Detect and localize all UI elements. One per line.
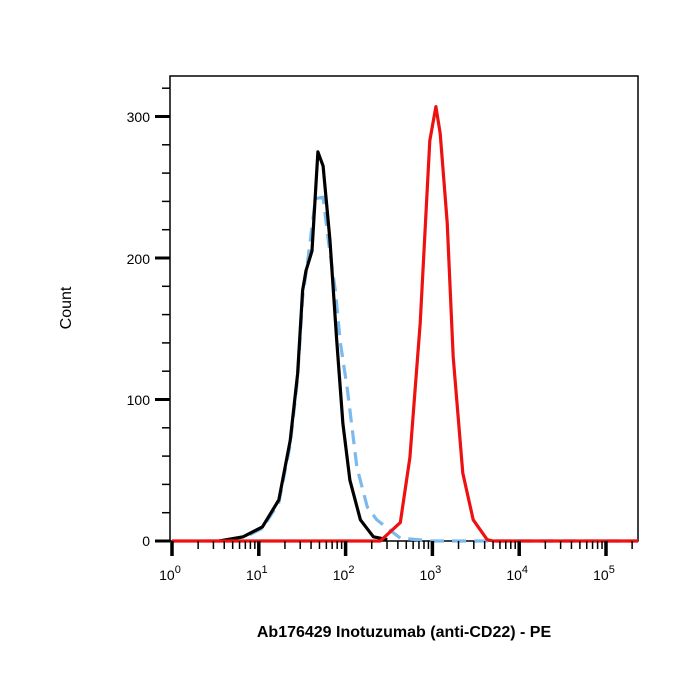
axis-layer [155,87,633,556]
series-layer [172,105,638,543]
x-tick-label: 105 [593,564,615,583]
x-tick-label: 103 [420,564,442,583]
series-line-0 [206,195,638,543]
y-axis-title: Count [58,286,75,329]
y-tick-label: 200 [127,251,151,267]
y-tick-labels: 0 100 200 300 [127,109,151,549]
x-tick-label: 102 [333,564,355,583]
plot-area-frame [169,75,639,542]
series-line-2 [172,105,638,543]
y-tick-label: 100 [127,392,151,408]
x-tick-label: 101 [246,564,268,583]
y-tick-label: 0 [142,533,150,549]
x-tick-labels: 100 101 102 103 104 105 [159,564,615,583]
y-tick-label: 300 [127,109,151,125]
x-axis-title: Ab176429 Inotuzumab (anti-CD22) - PE [257,624,552,641]
x-tick-label: 100 [159,564,181,583]
x-tick-label: 104 [506,564,528,583]
series-line-1 [218,150,388,543]
